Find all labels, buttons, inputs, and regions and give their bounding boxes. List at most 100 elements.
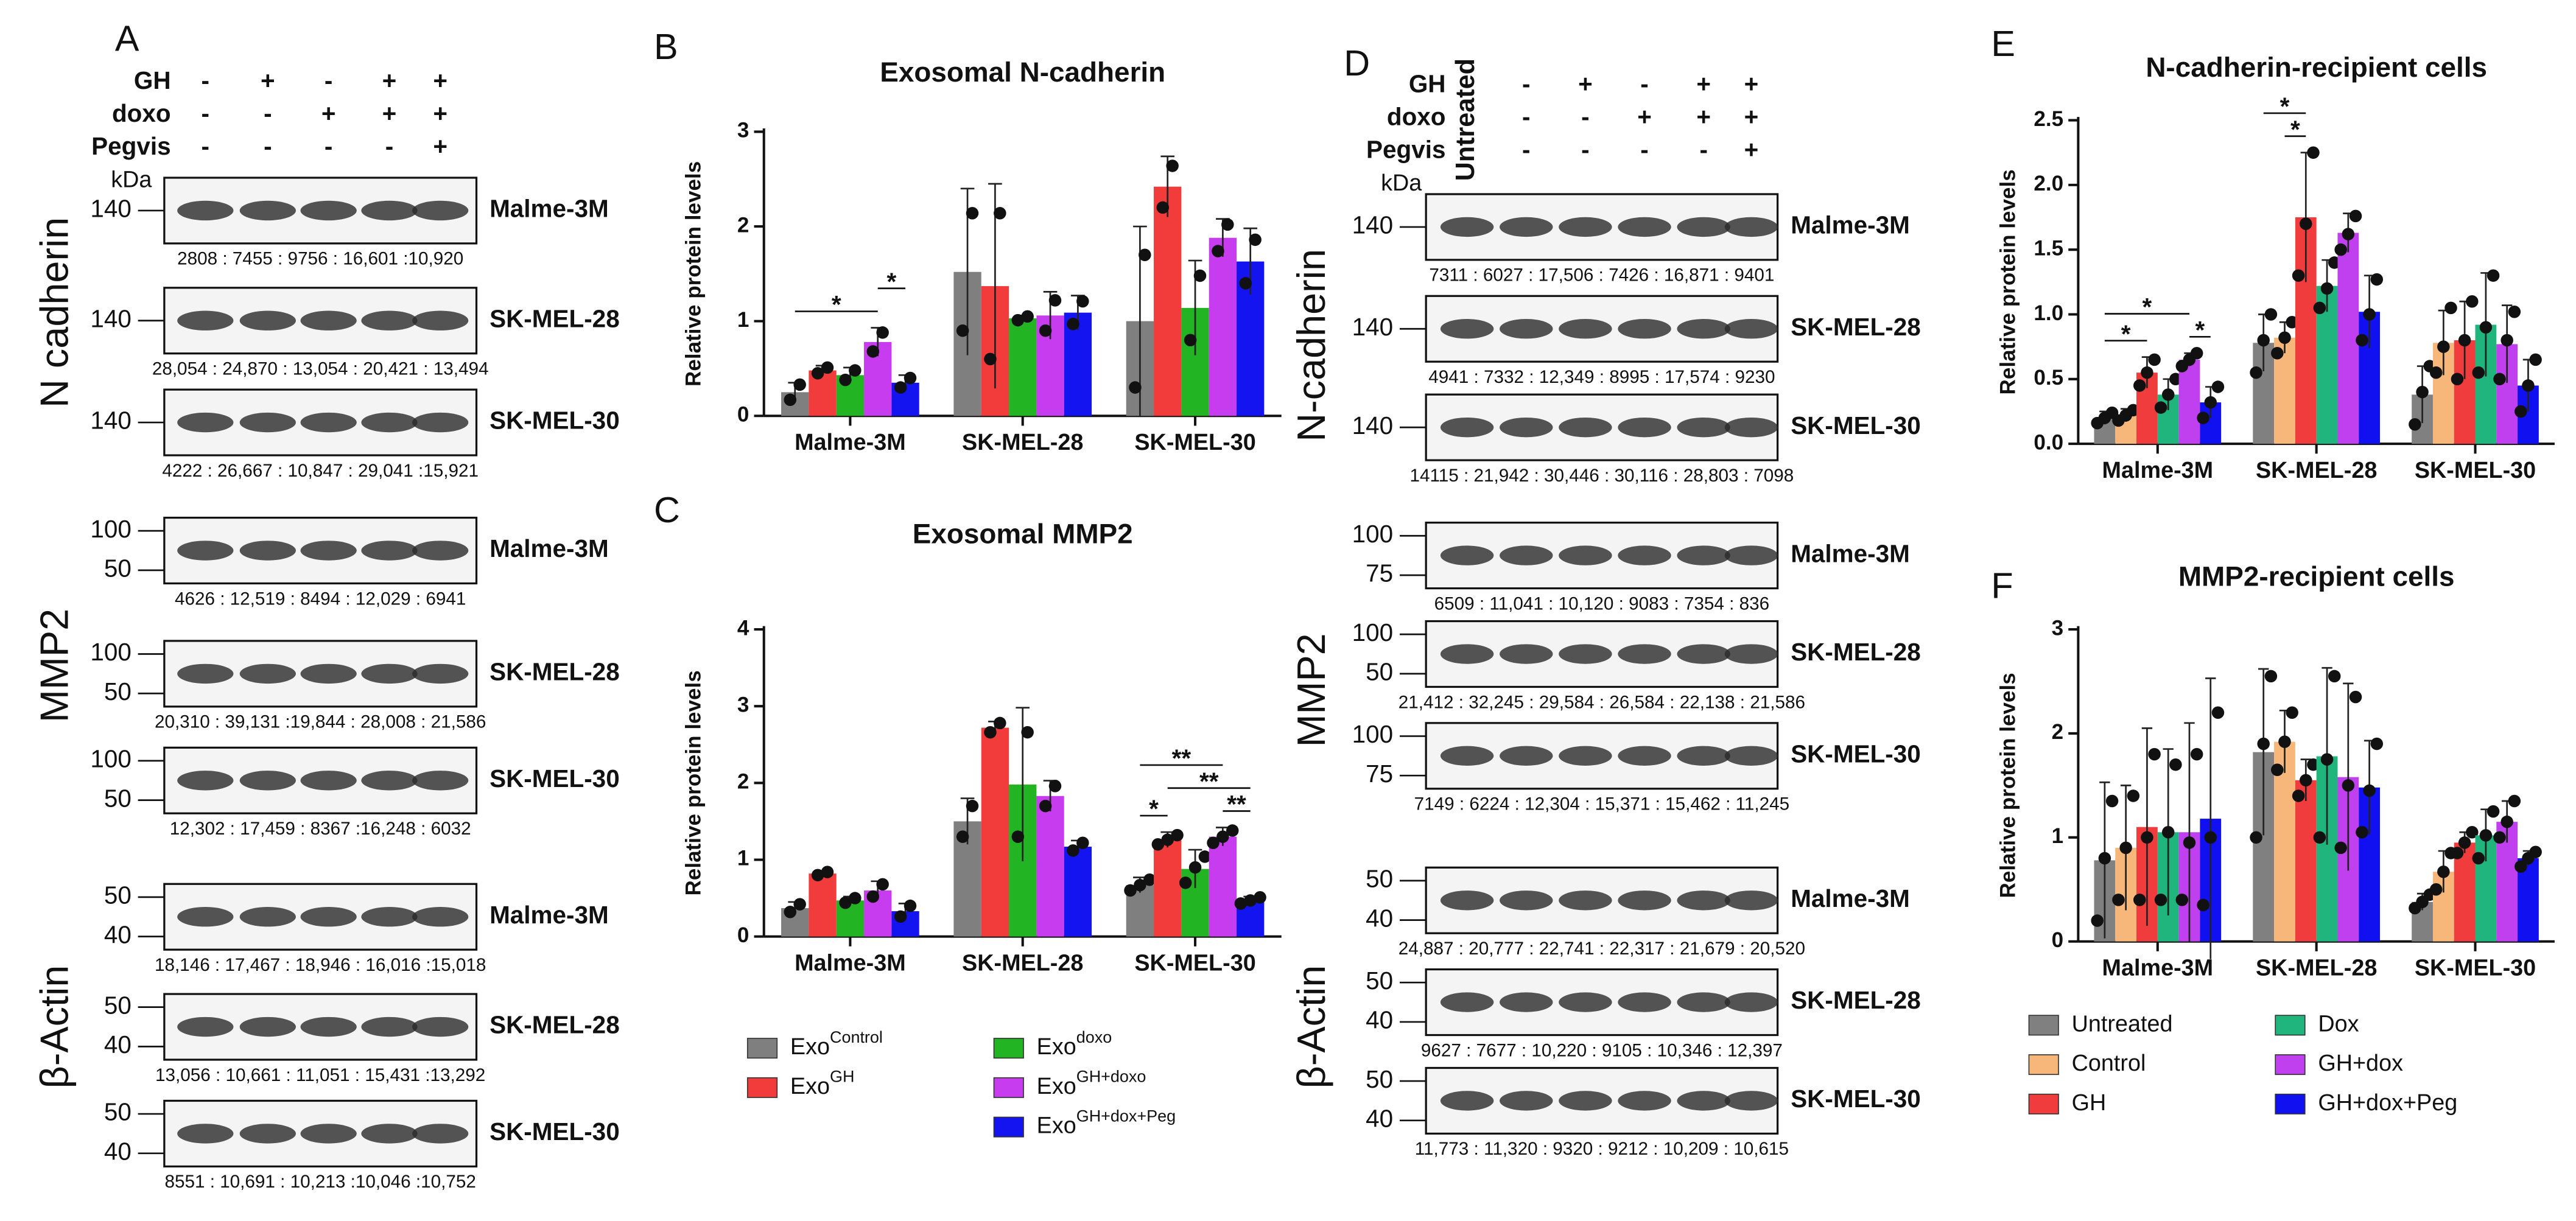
significance-label: * bbox=[887, 267, 897, 295]
data-point bbox=[2515, 405, 2527, 418]
data-point bbox=[2342, 228, 2355, 240]
data-point bbox=[1188, 861, 1202, 874]
data-point bbox=[1239, 277, 1252, 290]
blot-band bbox=[1500, 890, 1553, 911]
data-point bbox=[2356, 826, 2368, 839]
data-point bbox=[2307, 146, 2320, 159]
condition-sign: + bbox=[1696, 103, 1711, 131]
panel-label: A bbox=[115, 18, 139, 59]
bar bbox=[1154, 186, 1182, 416]
blot-band bbox=[239, 412, 296, 433]
lane-label: Untreated bbox=[1451, 58, 1480, 181]
condition-sign: + bbox=[433, 66, 447, 94]
condition-label: Pegvis bbox=[1366, 136, 1445, 164]
chart-title: Exosomal N-cadherin bbox=[880, 56, 1165, 88]
y-tick-label: 1.5 bbox=[2034, 236, 2063, 260]
marker-label: 40 bbox=[1366, 1105, 1393, 1133]
blot-band bbox=[300, 1016, 357, 1037]
cell-line-label: SK-MEL-30 bbox=[490, 764, 620, 792]
data-point bbox=[2334, 841, 2347, 855]
marker-label: 50 bbox=[104, 991, 132, 1019]
x-tick-label: SK-MEL-28 bbox=[2256, 458, 2377, 483]
data-point bbox=[2292, 789, 2305, 802]
blot-band bbox=[1440, 217, 1494, 237]
data-point bbox=[2444, 301, 2457, 315]
data-point bbox=[1134, 878, 1146, 892]
bar bbox=[2295, 780, 2317, 942]
legend-superscript: GH+dox+Peg bbox=[1076, 1107, 1176, 1125]
blot-band bbox=[1724, 417, 1778, 438]
panel-label: D bbox=[1344, 43, 1370, 83]
condition-sign: + bbox=[382, 66, 397, 94]
group-label: β-Actin bbox=[32, 965, 77, 1089]
data-point bbox=[2300, 217, 2312, 230]
marker-label: 50 bbox=[1366, 658, 1393, 686]
blot-band bbox=[412, 200, 469, 221]
blot-band bbox=[177, 1016, 234, 1037]
legend-name: Exo bbox=[1037, 1034, 1076, 1060]
legend-swatch bbox=[2275, 1015, 2306, 1036]
quantification: 28,054 : 24,870 : 13,054 : 20,421 : 13,4… bbox=[152, 359, 489, 379]
y-tick-label: 0 bbox=[737, 403, 749, 427]
data-point bbox=[1021, 726, 1034, 739]
condition-sign: - bbox=[1522, 136, 1530, 164]
legend-label: Untreated bbox=[2072, 1011, 2173, 1037]
condition-sign: + bbox=[1744, 136, 1759, 164]
y-tick-label: 1.0 bbox=[2034, 301, 2063, 325]
data-point bbox=[956, 324, 969, 337]
y-tick-label: 1 bbox=[737, 847, 749, 870]
legend-label: ExoGH+dox+Peg bbox=[1037, 1107, 1176, 1139]
marker-label: 50 bbox=[1366, 1065, 1393, 1093]
data-point bbox=[2501, 815, 2513, 828]
quantification: 8551 : 10,691 : 10,213 :10,046 :10,752 bbox=[164, 1172, 476, 1192]
data-point bbox=[1139, 248, 1151, 261]
blot-band bbox=[1724, 1091, 1778, 1111]
blot-band bbox=[412, 310, 469, 331]
cell-line-label: SK-MEL-28 bbox=[490, 1011, 620, 1039]
cell-line-label: Malme-3M bbox=[490, 901, 609, 929]
blot-band bbox=[1500, 319, 1553, 339]
legend-name: GH bbox=[2072, 1090, 2107, 1116]
data-point bbox=[1124, 884, 1137, 897]
data-point bbox=[984, 352, 997, 366]
data-point bbox=[2458, 836, 2471, 849]
legend-superscript: GH+doxo bbox=[1076, 1068, 1146, 1086]
blot-band bbox=[1677, 1091, 1730, 1111]
chart-title: MMP2-recipient cells bbox=[2178, 560, 2455, 592]
data-point bbox=[2508, 305, 2521, 318]
data-point bbox=[2257, 737, 2270, 750]
group-label: N cadherin bbox=[32, 217, 77, 408]
data-point bbox=[2141, 366, 2153, 379]
data-point bbox=[2451, 373, 2464, 386]
y-tick-label: 1 bbox=[737, 308, 749, 332]
data-point bbox=[2349, 690, 2362, 704]
quantification: 4626 : 12,519 : 8494 : 12,029 : 6941 bbox=[175, 589, 466, 609]
x-tick-label: SK-MEL-28 bbox=[2256, 956, 2377, 981]
legend-label: Control bbox=[2072, 1051, 2146, 1076]
blot-band bbox=[1618, 890, 1671, 911]
blot-band bbox=[412, 907, 469, 927]
data-point bbox=[1151, 838, 1165, 851]
blot-band bbox=[1618, 545, 1671, 565]
condition-sign: - bbox=[325, 66, 332, 94]
data-point bbox=[1039, 324, 1052, 337]
condition-label: doxo bbox=[1387, 103, 1446, 131]
data-point bbox=[793, 378, 806, 391]
condition-sign: + bbox=[1637, 103, 1652, 131]
data-point bbox=[2529, 845, 2542, 858]
data-point bbox=[821, 361, 834, 374]
blot-band bbox=[1559, 217, 1612, 237]
data-point bbox=[2328, 256, 2341, 269]
blot-band bbox=[361, 907, 418, 927]
blot-band bbox=[1618, 417, 1671, 438]
data-point bbox=[1198, 850, 1212, 863]
significance-label: * bbox=[2290, 115, 2300, 143]
x-tick-label: SK-MEL-30 bbox=[2415, 956, 2536, 981]
marker-label: 50 bbox=[104, 784, 132, 812]
quantification: 2808 : 7455 : 9756 : 16,601 :10,920 bbox=[177, 249, 463, 269]
y-axis-label: Relative protein levels bbox=[1996, 169, 2020, 394]
data-point bbox=[904, 899, 917, 912]
data-point bbox=[2127, 789, 2140, 802]
data-point bbox=[1048, 294, 1062, 307]
y-tick-label: 0 bbox=[737, 923, 749, 947]
